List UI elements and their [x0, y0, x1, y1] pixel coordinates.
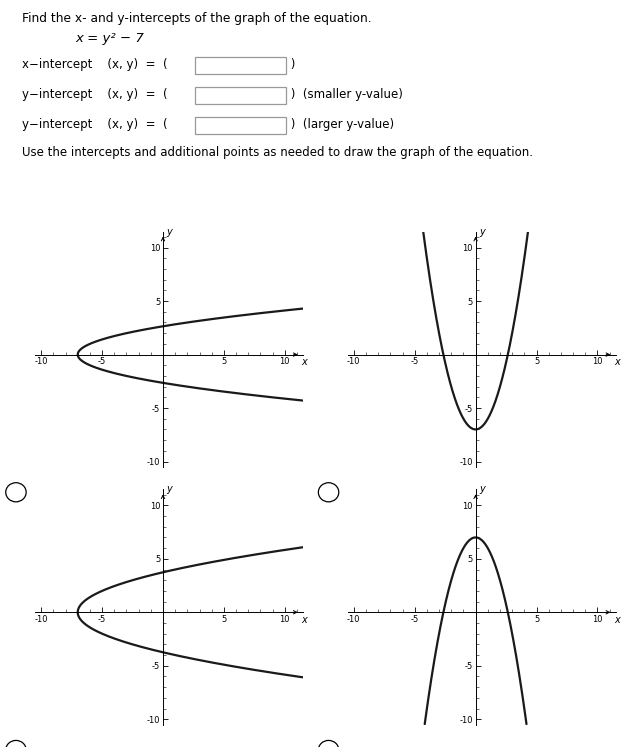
Circle shape	[318, 740, 339, 747]
Text: )  (larger y-value): ) (larger y-value)	[287, 118, 394, 131]
FancyBboxPatch shape	[195, 117, 285, 134]
Text: y−intercept    (x, y)  =  (: y−intercept (x, y) = (	[22, 118, 168, 131]
Text: x: x	[301, 357, 307, 367]
Text: y: y	[478, 226, 485, 237]
Circle shape	[318, 483, 339, 502]
Text: ): )	[287, 58, 295, 71]
FancyBboxPatch shape	[195, 58, 285, 75]
Text: x: x	[301, 615, 307, 624]
Circle shape	[6, 483, 26, 502]
Text: x = y² − 7: x = y² − 7	[75, 32, 144, 45]
Text: Find the x- and y-intercepts of the graph of the equation.: Find the x- and y-intercepts of the grap…	[22, 12, 371, 25]
Text: x: x	[614, 615, 619, 624]
Text: x: x	[614, 357, 619, 367]
Text: Use the intercepts and additional points as needed to draw the graph of the equa: Use the intercepts and additional points…	[22, 146, 533, 159]
Text: y: y	[478, 484, 485, 495]
Text: )  (smaller y-value): ) (smaller y-value)	[287, 88, 403, 101]
FancyBboxPatch shape	[195, 87, 285, 105]
Text: x−intercept    (x, y)  =  (: x−intercept (x, y) = (	[22, 58, 168, 71]
Text: y: y	[166, 484, 172, 495]
Circle shape	[6, 740, 26, 747]
Text: y: y	[166, 226, 172, 237]
Text: y−intercept    (x, y)  =  (: y−intercept (x, y) = (	[22, 88, 168, 101]
